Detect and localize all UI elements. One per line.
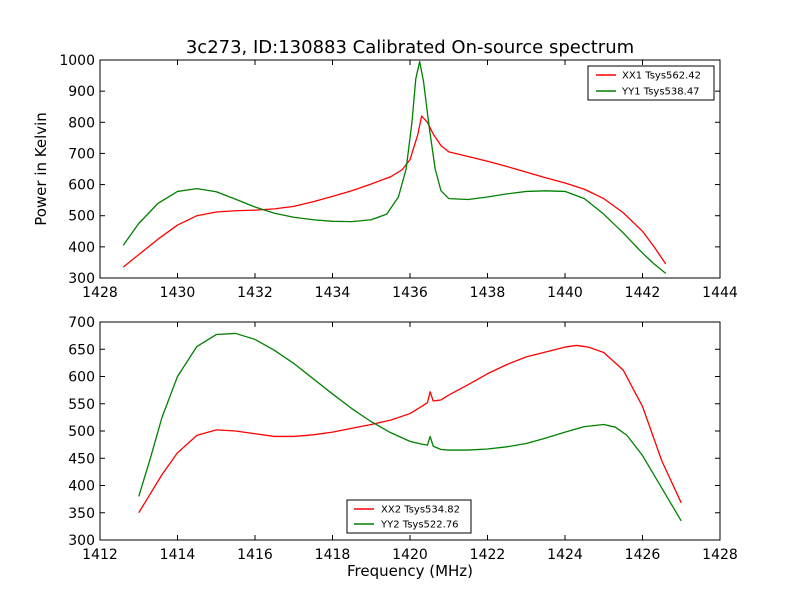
top-x-tick-label: 1436 xyxy=(392,285,428,301)
bottom-legend-label-xx2: XX2 Tsys534.82 xyxy=(381,505,460,516)
x-axis-label: Frequency (MHz) xyxy=(347,562,473,580)
bottom-series-line-yy2 xyxy=(138,332,682,522)
top-y-tick-label: 500 xyxy=(68,209,95,225)
bottom-x-tick-label: 1420 xyxy=(392,547,428,563)
top-x-tick-label: 1428 xyxy=(82,285,118,301)
bottom-x-tick-label: 1412 xyxy=(82,547,118,563)
bottom-y-tick-label: 550 xyxy=(68,397,95,413)
bottom-x-tick-label: 1416 xyxy=(237,547,273,563)
bottom-y-tick-label: 650 xyxy=(68,342,95,358)
bottom-chart-ticks: 1412 1414 1416 1418 1420 1422 1424 1426 1428 300 3… xyxy=(68,315,738,563)
top-plot-frame xyxy=(99,59,721,279)
bottom-y-tick-label: 400 xyxy=(68,479,95,495)
top-legend-label-xx1: XX1 Tsys562.42 xyxy=(622,71,701,82)
top-y-tick-label: 600 xyxy=(68,178,95,194)
top-y-tick-label: 800 xyxy=(68,115,95,131)
top-x-tick-label: 1442 xyxy=(625,285,661,301)
top-x-tick-label: 1444 xyxy=(702,285,738,301)
top-x-tick-label: 1434 xyxy=(315,285,351,301)
top-legend-label-yy1: YY1 Tsys538.47 xyxy=(621,87,700,98)
top-y-tick-label: 300 xyxy=(68,271,95,287)
top-chart-ticks: 1428 1430 1432 1434 1436 1438 1440 1442 1444 300 4… xyxy=(59,53,738,301)
top-x-tick-label: 1430 xyxy=(160,285,196,301)
bottom-series-line-xx2 xyxy=(138,344,682,514)
top-x-tick-label: 1438 xyxy=(470,285,506,301)
top-chart-lines xyxy=(122,60,667,274)
bottom-plot-frame xyxy=(99,321,721,541)
top-chart-panel: 1428 1430 1432 1434 1436 1438 1440 1442 1444 300 4… xyxy=(32,53,738,301)
bottom-y-tick-label: 450 xyxy=(68,451,95,467)
top-legend-box xyxy=(587,65,715,101)
bottom-legend: XX2 Tsys534.82 YY2 Tsys522.76 xyxy=(346,499,472,534)
bottom-legend-label-yy2: YY2 Tsys522.76 xyxy=(380,520,459,531)
top-series-line-yy1 xyxy=(122,60,667,274)
bottom-y-tick-label: 350 xyxy=(68,506,95,522)
top-y-tick-label: 1000 xyxy=(59,53,95,69)
bottom-x-tick-label: 1424 xyxy=(547,547,583,563)
bottom-chart-lines xyxy=(138,332,682,522)
bottom-x-tick-label: 1428 xyxy=(702,547,738,563)
top-y-axis-label: Power in Kelvin xyxy=(32,112,50,226)
bottom-x-tick-label: 1422 xyxy=(470,547,506,563)
top-series-line-xx1 xyxy=(122,115,667,268)
bottom-y-tick-label: 600 xyxy=(68,370,95,386)
bottom-x-tick-label: 1418 xyxy=(315,547,351,563)
top-x-tick-label: 1432 xyxy=(237,285,273,301)
chart-title: 3c273, ID:130883 Calibrated On-source sp… xyxy=(186,37,634,58)
top-y-tick-label: 400 xyxy=(68,240,95,256)
top-y-tick-label: 900 xyxy=(68,84,95,100)
bottom-y-tick-label: 500 xyxy=(68,424,95,440)
bottom-x-tick-label: 1426 xyxy=(625,547,661,563)
top-y-tick-label: 700 xyxy=(68,146,95,162)
top-legend: XX1 Tsys562.42 YY1 Tsys538.47 xyxy=(587,65,715,101)
bottom-y-tick-label: 300 xyxy=(68,533,95,549)
bottom-x-tick-label: 1414 xyxy=(160,547,196,563)
bottom-legend-box xyxy=(346,499,472,534)
bottom-y-tick-label: 700 xyxy=(68,315,95,331)
top-x-tick-label: 1440 xyxy=(547,285,583,301)
bottom-chart-panel: 1412 1414 1416 1418 1420 1422 1424 1426 1428 300 3… xyxy=(68,315,738,563)
